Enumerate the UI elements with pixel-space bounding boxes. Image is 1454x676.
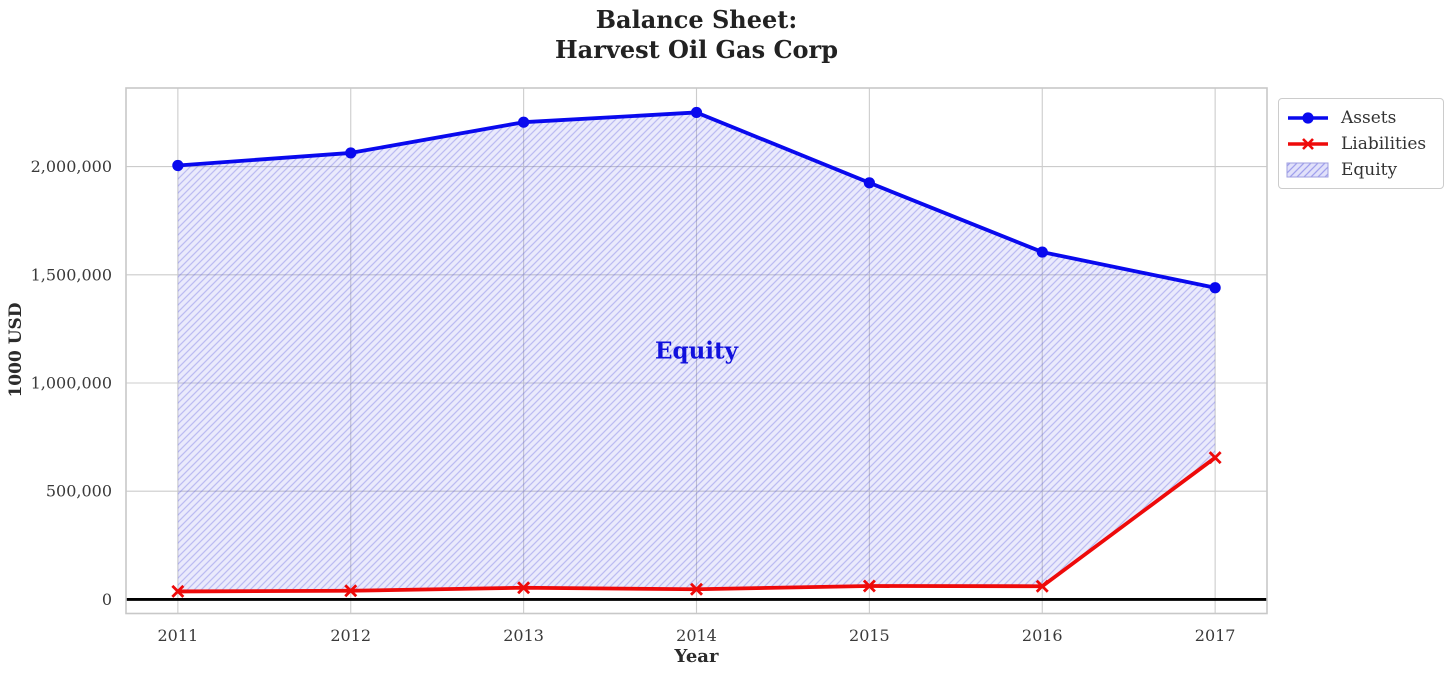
- x-tick-label-6: 2017: [1195, 626, 1236, 645]
- liabilities-marker-2015: [862, 579, 876, 593]
- equity-patch-icon: [1286, 162, 1329, 178]
- legend-label-assets: Assets: [1341, 108, 1397, 128]
- y-tick-label-3: 1,500,000: [31, 265, 112, 284]
- equity-area: [177, 112, 1216, 592]
- assets-marker-2016: [1036, 246, 1048, 258]
- assets-marker-2013: [518, 116, 530, 128]
- y-tick-label-2: 1,000,000: [31, 373, 112, 392]
- liabilities-marker-2013: [517, 581, 531, 595]
- legend-item-equity: Equity: [1285, 158, 1435, 182]
- liabilities-marker-2012: [344, 584, 358, 598]
- assets-marker-2017: [1209, 282, 1221, 294]
- assets-marker-2014: [690, 106, 703, 119]
- assets-marker-2011: [172, 159, 184, 172]
- x-axis-label: Year: [674, 646, 719, 667]
- y-tick-label-0: 0: [102, 590, 112, 609]
- x-tick-label-1: 2012: [330, 626, 371, 645]
- liabilities-marker-2014: [690, 582, 703, 596]
- liabilities-marker-2016: [1035, 579, 1049, 593]
- chart-title: Balance Sheet: Harvest Oil Gas Corp: [555, 5, 838, 64]
- y-tick-label-1: 500,000: [46, 482, 112, 501]
- x-tick-label-2: 2013: [503, 626, 544, 645]
- legend-item-liabilities: Liabilities: [1285, 132, 1435, 156]
- legend: Assets Liabilities Equity: [1278, 98, 1444, 189]
- legend-item-assets: Assets: [1285, 106, 1435, 130]
- assets-line-icon: [1288, 112, 1328, 124]
- legend-label-liabilities: Liabilities: [1341, 134, 1427, 154]
- plot-frame: [125, 87, 1268, 615]
- assets-marker-2015: [863, 177, 875, 189]
- legend-label-equity: Equity: [1341, 160, 1398, 180]
- liabilities-marker-2011: [171, 584, 185, 598]
- x-tick-label-5: 2016: [1022, 626, 1063, 645]
- x-tick-label-4: 2015: [849, 626, 890, 645]
- liabilities-marker-2017: [1208, 451, 1222, 465]
- liabilities-line-icon: [1288, 138, 1328, 150]
- x-tick-label-0: 2011: [158, 626, 199, 645]
- x-tick-label-3: 2014: [676, 626, 717, 645]
- equity-annotation: Equity: [654, 337, 739, 365]
- assets-marker-2012: [345, 147, 357, 159]
- y-tick-label-4: 2,000,000: [31, 157, 112, 176]
